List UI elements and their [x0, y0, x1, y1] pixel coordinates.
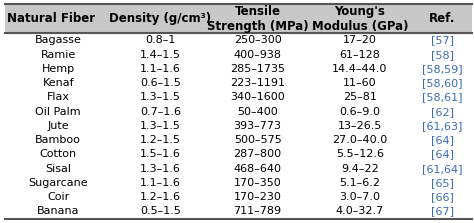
- Bar: [5, 119, 472, 133]
- Bar: [5, 133, 472, 147]
- Text: 223–1191: 223–1191: [230, 78, 285, 88]
- Text: 1.1–1.6: 1.1–1.6: [140, 178, 181, 188]
- Text: Banana: Banana: [37, 206, 80, 216]
- Bar: [5, 105, 472, 119]
- Text: 5.1–6.2: 5.1–6.2: [339, 178, 380, 188]
- Text: 4.0–32.7: 4.0–32.7: [336, 206, 384, 216]
- Text: 1.4–1.5: 1.4–1.5: [140, 50, 181, 60]
- Text: 711–789: 711–789: [234, 206, 282, 216]
- Bar: [5, 76, 472, 90]
- Bar: [5, 90, 472, 105]
- Text: Coir: Coir: [47, 192, 69, 202]
- Text: Natural Fiber: Natural Fiber: [7, 12, 95, 25]
- Text: 0.8–1: 0.8–1: [145, 35, 175, 45]
- Text: Kenaf: Kenaf: [43, 78, 74, 88]
- Text: [57]: [57]: [431, 35, 454, 45]
- Text: 1.3–1.6: 1.3–1.6: [140, 164, 181, 174]
- Text: 14.4–44.0: 14.4–44.0: [332, 64, 387, 74]
- Text: [65]: [65]: [431, 178, 454, 188]
- Text: [58,61]: [58,61]: [422, 93, 463, 102]
- Text: 50–400: 50–400: [237, 107, 278, 117]
- Text: Bagasse: Bagasse: [35, 35, 82, 45]
- Text: 0.7–1.6: 0.7–1.6: [140, 107, 181, 117]
- Text: Ref.: Ref.: [429, 12, 456, 25]
- Text: Cotton: Cotton: [40, 149, 77, 159]
- Text: [58]: [58]: [431, 50, 454, 60]
- Text: 1.2–1.6: 1.2–1.6: [140, 192, 181, 202]
- Text: 27.0–40.0: 27.0–40.0: [332, 135, 387, 145]
- Text: 285–1735: 285–1735: [230, 64, 285, 74]
- Text: Sugarcane: Sugarcane: [28, 178, 88, 188]
- Text: [61,63]: [61,63]: [422, 121, 463, 131]
- Text: [62]: [62]: [431, 107, 454, 117]
- Text: 0.5–1.5: 0.5–1.5: [140, 206, 181, 216]
- Text: 500–575: 500–575: [234, 135, 282, 145]
- Text: [58,59]: [58,59]: [422, 64, 463, 74]
- Bar: [5, 147, 472, 161]
- Bar: [5, 4, 472, 33]
- Text: 61–128: 61–128: [339, 50, 380, 60]
- Bar: [5, 62, 472, 76]
- Text: 1.3–1.5: 1.3–1.5: [140, 93, 181, 102]
- Bar: [5, 190, 472, 204]
- Bar: [5, 47, 472, 62]
- Text: Oil Palm: Oil Palm: [36, 107, 81, 117]
- Text: 25–81: 25–81: [343, 93, 377, 102]
- Text: 287–800: 287–800: [234, 149, 282, 159]
- Text: 9.4–22: 9.4–22: [341, 164, 379, 174]
- Text: 340–1600: 340–1600: [230, 93, 285, 102]
- Text: 0.6–9.0: 0.6–9.0: [339, 107, 380, 117]
- Text: [61,64]: [61,64]: [422, 164, 463, 174]
- Text: Jute: Jute: [47, 121, 69, 131]
- Text: [67]: [67]: [431, 206, 454, 216]
- Text: 1.1–1.6: 1.1–1.6: [140, 64, 181, 74]
- Text: 170–350: 170–350: [234, 178, 282, 188]
- Text: Density (g/cm³): Density (g/cm³): [109, 12, 211, 25]
- Text: 468–640: 468–640: [234, 164, 282, 174]
- Text: Flax: Flax: [47, 93, 70, 102]
- Text: 250–300: 250–300: [234, 35, 282, 45]
- Text: 170–230: 170–230: [234, 192, 282, 202]
- Text: 13–26.5: 13–26.5: [337, 121, 382, 131]
- Text: [64]: [64]: [431, 135, 454, 145]
- Text: 1.3–1.5: 1.3–1.5: [140, 121, 181, 131]
- Text: Hemp: Hemp: [42, 64, 75, 74]
- Bar: [5, 33, 472, 47]
- Text: Tensile
Strength (MPa): Tensile Strength (MPa): [207, 5, 309, 33]
- Text: 0.6–1.5: 0.6–1.5: [140, 78, 181, 88]
- Text: 5.5–12.6: 5.5–12.6: [336, 149, 384, 159]
- Text: Young's
Modulus (GPa): Young's Modulus (GPa): [311, 5, 408, 33]
- Text: 11–60: 11–60: [343, 78, 376, 88]
- Text: Sisal: Sisal: [45, 164, 71, 174]
- Text: [66]: [66]: [431, 192, 454, 202]
- Bar: [5, 204, 472, 219]
- Text: 393–773: 393–773: [234, 121, 282, 131]
- Text: [64]: [64]: [431, 149, 454, 159]
- Text: 1.2–1.5: 1.2–1.5: [140, 135, 181, 145]
- Bar: [5, 176, 472, 190]
- Text: 3.0–7.0: 3.0–7.0: [339, 192, 380, 202]
- Text: Bamboo: Bamboo: [35, 135, 81, 145]
- Text: 1.5–1.6: 1.5–1.6: [140, 149, 181, 159]
- Text: [58,60]: [58,60]: [422, 78, 463, 88]
- Text: 17–20: 17–20: [343, 35, 377, 45]
- Bar: [5, 161, 472, 176]
- Text: 400–938: 400–938: [234, 50, 282, 60]
- Text: Ramie: Ramie: [41, 50, 76, 60]
